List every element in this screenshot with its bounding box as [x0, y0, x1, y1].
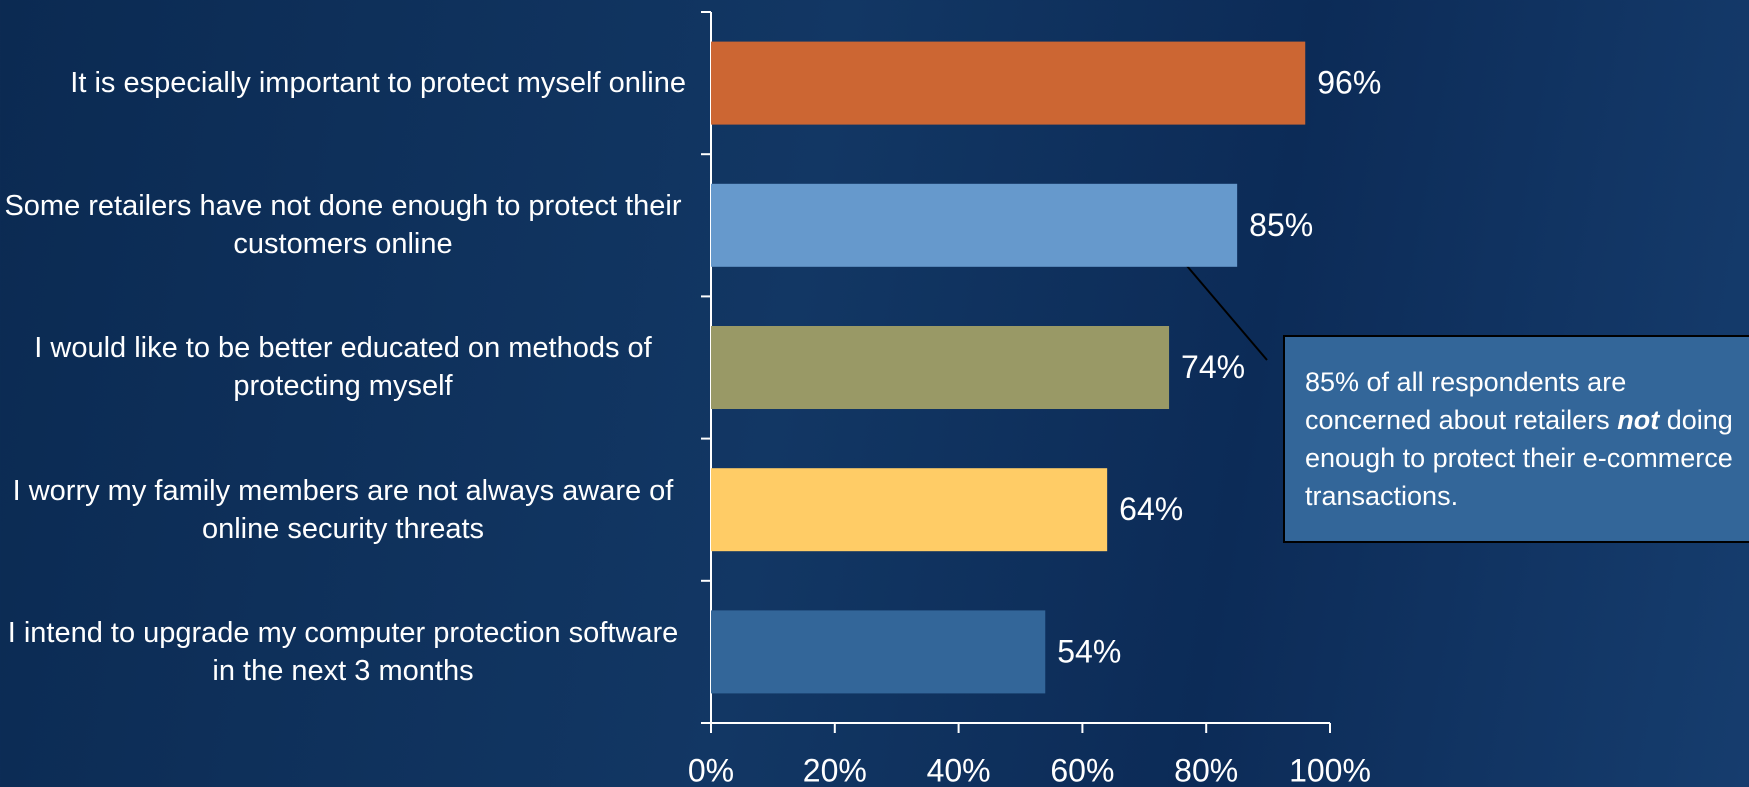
x-tick-label: 80%: [1174, 752, 1238, 787]
value-label: 96%: [1317, 65, 1381, 101]
category-label: I intend to upgrade my computer protecti…: [7, 616, 679, 687]
value-label: 64%: [1119, 491, 1183, 527]
annotation-box: 85% of all respondents are concerned abo…: [1283, 335, 1749, 543]
category-label: I would like to be better educated on me…: [34, 332, 652, 403]
annotation-emphasis: not: [1617, 405, 1660, 435]
category-label-box: It is especially important to protect my…: [0, 12, 686, 154]
category-label-box: I would like to be better educated on me…: [0, 296, 686, 438]
category-label: It is especially important to protect my…: [70, 67, 686, 99]
x-tick-label: 20%: [803, 752, 867, 787]
x-tick-label: 0%: [688, 752, 734, 787]
bar: [711, 183, 1238, 267]
bar: [711, 610, 1046, 694]
x-tick-label: 40%: [927, 752, 991, 787]
value-label: 85%: [1249, 207, 1313, 243]
annotation-text: doing enough to protect their e-commerce…: [1305, 405, 1733, 511]
x-tick-label: 100%: [1289, 752, 1371, 787]
category-label-box: I worry my family members are not always…: [0, 439, 686, 581]
annotation-text: 85% of all respondents are concerned abo…: [1305, 367, 1627, 435]
category-label: Some retailers have not done enough to p…: [4, 190, 682, 261]
category-label-box: I intend to upgrade my computer protecti…: [0, 581, 686, 723]
leader-line: [1186, 265, 1268, 361]
x-tick-label: 60%: [1050, 752, 1114, 787]
bar: [711, 41, 1306, 125]
value-label: 74%: [1181, 349, 1245, 385]
bar: [711, 468, 1108, 552]
value-label: 54%: [1057, 633, 1121, 669]
category-label-box: Some retailers have not done enough to p…: [0, 154, 686, 296]
category-label: I worry my family members are not always…: [12, 474, 674, 545]
bar: [711, 326, 1170, 409]
